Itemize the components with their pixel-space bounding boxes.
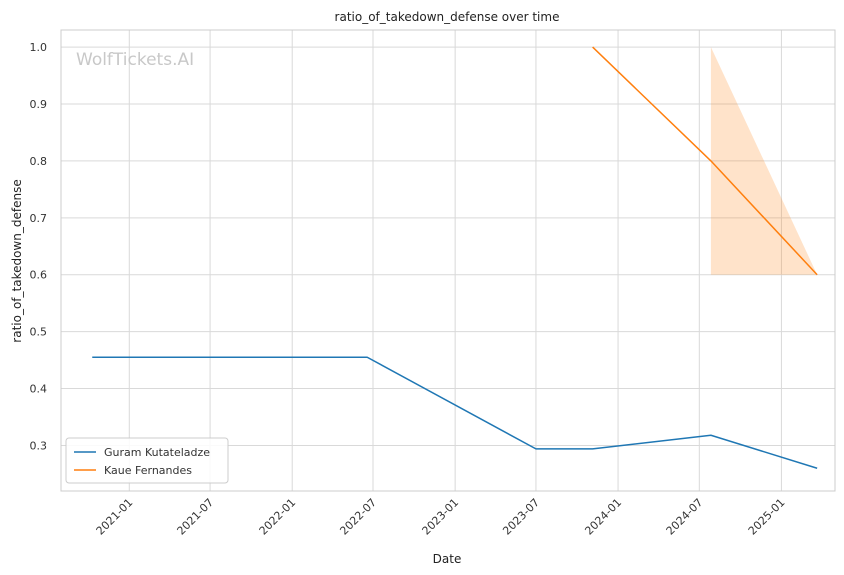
- series-lines: [92, 46, 818, 469]
- legend-label: Kaue Fernandes: [104, 464, 192, 477]
- y-tick-label: 0.9: [30, 98, 48, 111]
- grid: [61, 30, 835, 491]
- legend-label: Guram Kutateladze: [104, 446, 210, 459]
- x-tick-label: 2024-07: [664, 496, 706, 538]
- x-tick-label: 2022-07: [337, 496, 379, 538]
- y-axis-ticks: 0.3 0.4 0.5 0.6 0.7 0.8 0.9 1.0: [30, 41, 48, 452]
- y-tick-label: 1.0: [30, 41, 48, 54]
- series-line-1: [92, 356, 818, 469]
- y-tick-label: 0.5: [30, 326, 48, 339]
- legend: Guram Kutateladze Kaue Fernandes: [65, 437, 229, 484]
- confidence-bands: [710, 47, 818, 275]
- x-tick-label: 2022-01: [257, 496, 299, 538]
- plot-frame: [60, 29, 836, 492]
- x-tick-label: 2025-01: [746, 496, 788, 538]
- x-tick-label: 2023-01: [420, 496, 462, 538]
- series-band-2: [710, 47, 818, 275]
- y-tick-label: 0.6: [30, 269, 48, 282]
- chart-title: ratio_of_takedown_defense over time: [335, 10, 560, 24]
- y-tick-label: 0.7: [30, 212, 48, 225]
- x-axis-label: Date: [433, 552, 462, 566]
- y-axis-label: ratio_of_takedown_defense: [10, 179, 24, 342]
- legend-frame: [65, 437, 229, 484]
- plot-background: [61, 30, 835, 491]
- plot-area: [60, 29, 836, 492]
- y-tick-label: 0.8: [30, 155, 48, 168]
- x-tick-label: 2021-07: [175, 496, 217, 538]
- y-tick-label: 0.4: [30, 383, 48, 396]
- y-tick-label: 0.3: [30, 439, 48, 452]
- watermark: WolfTickets.AI: [76, 50, 194, 70]
- x-tick-label: 2021-01: [94, 496, 136, 538]
- x-tick-label: 2024-01: [582, 496, 624, 538]
- x-axis-ticks: 2021-01 2021-07 2022-01 2022-07 2023-01 2023-…: [94, 496, 788, 538]
- x-tick-label: 2023-07: [500, 496, 542, 538]
- series-line-2: [592, 46, 818, 276]
